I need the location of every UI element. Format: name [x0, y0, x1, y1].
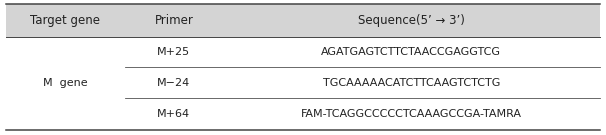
Text: FAM-TCAGGCCCCCTCAAAGCCGA-TAMRA: FAM-TCAGGCCCCCTCAAAGCCGA-TAMRA [301, 109, 522, 119]
Text: TGCAAAAACATCTTCAAGTCTCTG: TGCAAAAACATCTTCAAGTCTCTG [323, 78, 500, 88]
Text: Sequence(5’ → 3’): Sequence(5’ → 3’) [358, 14, 465, 27]
Text: M  gene: M gene [43, 78, 88, 88]
Text: Target gene: Target gene [30, 14, 101, 27]
Text: M+25: M+25 [158, 47, 190, 57]
Text: AGATGAGTCTTCTAACCGAGGTCG: AGATGAGTCTTCTAACCGAGGTCG [321, 47, 501, 57]
Text: Primer: Primer [155, 14, 193, 27]
Text: M−24: M−24 [157, 78, 190, 88]
Text: M+64: M+64 [158, 109, 190, 119]
Bar [6, 4, 600, 37]
